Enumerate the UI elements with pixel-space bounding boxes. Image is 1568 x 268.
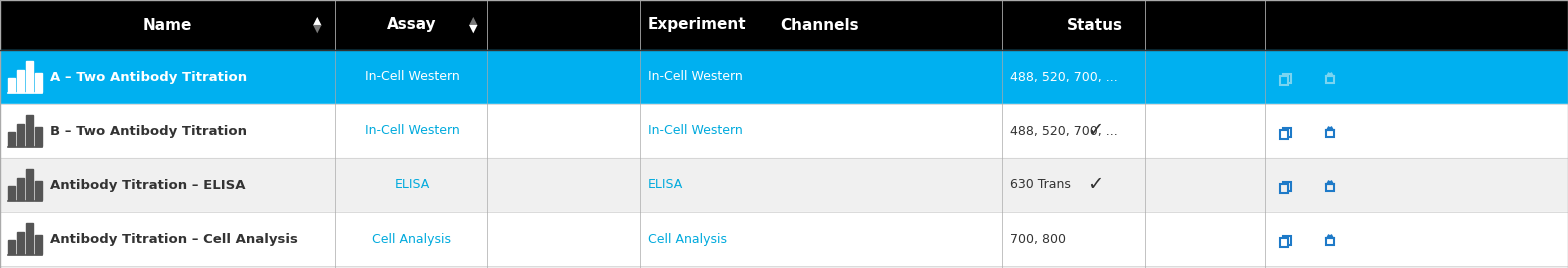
Bar [0,104,1568,158]
Text: Status: Status [1066,17,1123,32]
Text: 630 Trans: 630 Trans [1010,178,1071,192]
FancyBboxPatch shape [1279,184,1287,193]
Text: ▼: ▼ [312,24,321,34]
Bar [0,0,1568,50]
Text: In-Cell Western: In-Cell Western [365,125,459,137]
Text: ELISA: ELISA [395,178,430,192]
Bar [17,232,24,254]
FancyBboxPatch shape [1279,76,1287,85]
Bar [27,169,33,200]
Bar [27,223,33,254]
Bar [8,132,16,146]
Text: Channels: Channels [781,17,859,32]
Text: A – Two Antibody Titration: A – Two Antibody Titration [50,70,248,84]
Bar [8,78,16,92]
Bar [27,61,33,92]
Text: In-Cell Western: In-Cell Western [648,125,743,137]
Bar [0,212,1568,266]
Bar [8,186,16,200]
Text: Antibody Titration – ELISA: Antibody Titration – ELISA [50,178,246,192]
Text: ✓: ✓ [1087,121,1104,140]
Text: ▲: ▲ [312,16,321,26]
Text: ✓: ✓ [1087,176,1104,195]
Bar [17,124,24,146]
FancyBboxPatch shape [1279,238,1287,247]
Text: In-Cell Western: In-Cell Western [648,70,743,84]
Bar [17,70,24,92]
Text: In-Cell Western: In-Cell Western [365,70,459,84]
Text: ▼: ▼ [469,24,477,34]
Text: 700, 800: 700, 800 [1010,233,1066,245]
Bar [34,127,42,146]
Text: Name: Name [143,17,191,32]
Text: Experiment: Experiment [648,17,746,32]
Bar [27,115,33,146]
Bar [34,235,42,254]
Text: B – Two Antibody Titration: B – Two Antibody Titration [50,125,248,137]
Text: ▲: ▲ [469,16,477,26]
Text: Assay: Assay [387,17,437,32]
Bar [34,73,42,92]
FancyBboxPatch shape [1279,130,1287,139]
Text: Cell Analysis: Cell Analysis [373,233,452,245]
Text: 488, 520, 700, ...: 488, 520, 700, ... [1010,125,1118,137]
Text: Cell Analysis: Cell Analysis [648,233,728,245]
Text: ELISA: ELISA [648,178,684,192]
Bar [17,178,24,200]
Bar [0,158,1568,212]
Bar [34,181,42,200]
Text: 488, 520, 700, ...: 488, 520, 700, ... [1010,70,1118,84]
Text: Antibody Titration – Cell Analysis: Antibody Titration – Cell Analysis [50,233,298,245]
Bar [8,240,16,254]
Bar [0,50,1568,104]
